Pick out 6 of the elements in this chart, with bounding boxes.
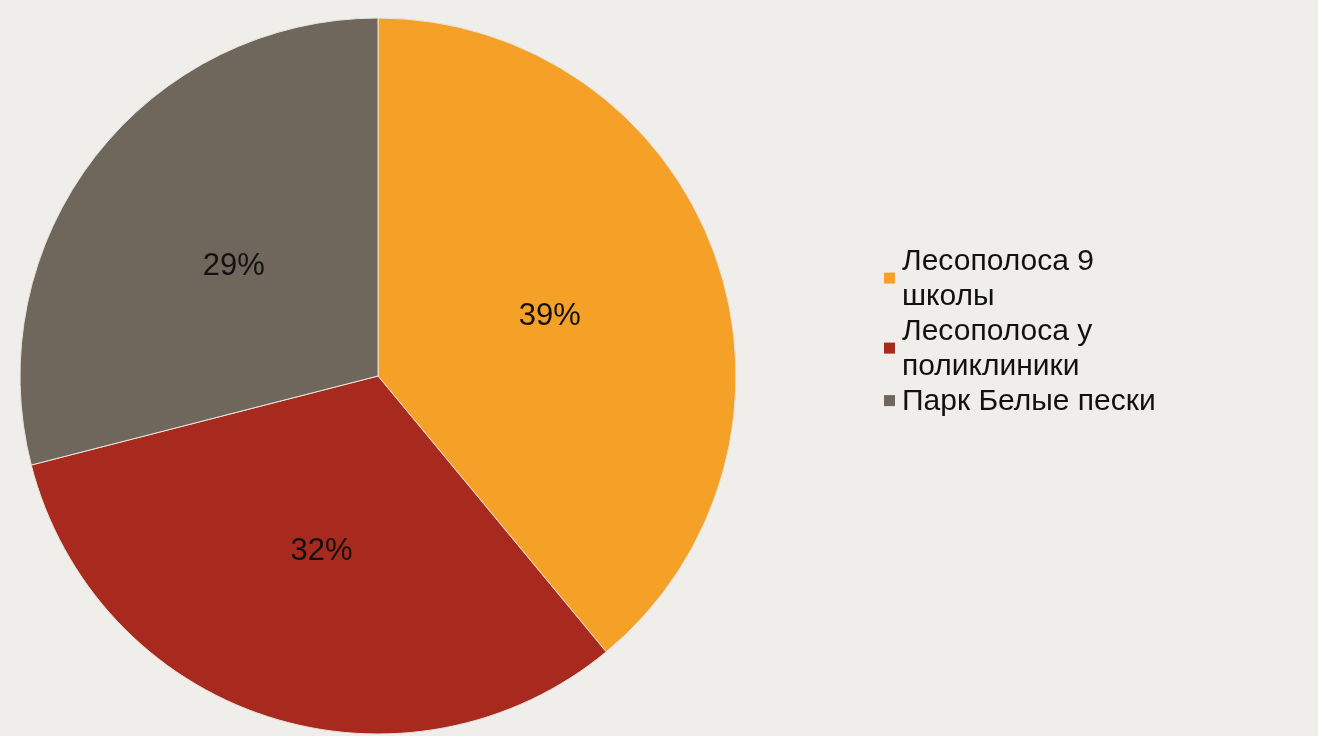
- data-label: 39%: [518, 296, 581, 332]
- legend-label: Лесополоса 9 школы: [902, 243, 1103, 311]
- data-label: 32%: [290, 532, 353, 568]
- data-label: 29%: [202, 246, 265, 282]
- legend-label: Лесополоса у поликлиники: [902, 313, 1101, 381]
- legend-label: Парк Белые пески: [902, 383, 1156, 416]
